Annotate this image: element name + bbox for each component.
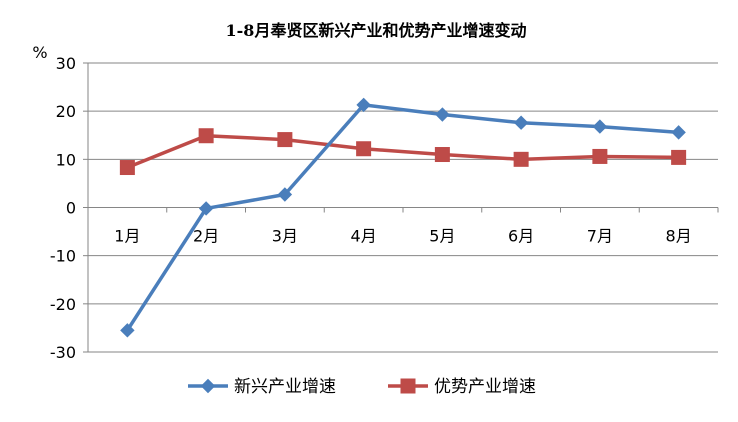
chart-title: 1-8月奉贤区新兴产业和优势产业增速变动: [226, 21, 527, 40]
gridlines: [88, 62, 718, 353]
data-point: [198, 128, 214, 144]
x-tick-label: 7月: [587, 227, 613, 246]
data-point: [592, 148, 608, 164]
data-point: [277, 132, 293, 148]
diamond-marker-icon: [200, 378, 216, 394]
data-point: [434, 147, 450, 163]
x-tick-label: 6月: [508, 227, 534, 246]
data-point: [435, 107, 450, 122]
data-point: [356, 97, 371, 113]
data-point: [513, 151, 529, 167]
series-line: [125, 103, 679, 332]
y-tick-label: -20: [50, 295, 76, 314]
data-point: [592, 119, 608, 134]
data-point: [513, 115, 529, 130]
legend-item-2: 优势产业增速: [388, 377, 536, 397]
x-tick-label: 3月: [272, 227, 298, 246]
data-point: [119, 160, 135, 176]
data-point: [120, 323, 135, 338]
legend: 新兴产业增速 优势产业增速: [188, 377, 536, 397]
data-point: [671, 149, 687, 165]
series-layer: [119, 97, 687, 338]
x-tick-label: 2月: [193, 227, 219, 246]
y-tick-label: 20: [56, 102, 76, 121]
series-1: [120, 97, 686, 338]
y-tick-label: -30: [50, 343, 76, 362]
legend-label: 优势产业增速: [434, 377, 536, 397]
y-tick-label: 10: [56, 150, 76, 169]
y-tick-label: 0: [66, 199, 76, 218]
y-axis-unit-label: %: [32, 43, 47, 62]
data-point: [198, 201, 214, 216]
x-tick-label: 4月: [351, 227, 377, 246]
axes: 30 20 10 0 -10 -20 -30 1月 2月 3月 4月 5月 6月 7月 8月: [50, 54, 719, 362]
series-line: [126, 133, 679, 170]
y-tick-label: 30: [56, 54, 76, 73]
data-point: [356, 141, 372, 157]
series-2: [119, 128, 687, 176]
data-point: [671, 125, 686, 140]
legend-item-1: 新兴产业增速: [188, 377, 336, 397]
data-point: [277, 187, 293, 202]
y-tick-label: -10: [50, 247, 76, 266]
x-tick-label: 5月: [429, 227, 455, 246]
legend-label: 新兴产业增速: [234, 377, 336, 397]
square-marker-icon: [400, 378, 416, 394]
x-tick-label: 1月: [114, 227, 140, 246]
x-tick-label: 8月: [666, 227, 692, 246]
